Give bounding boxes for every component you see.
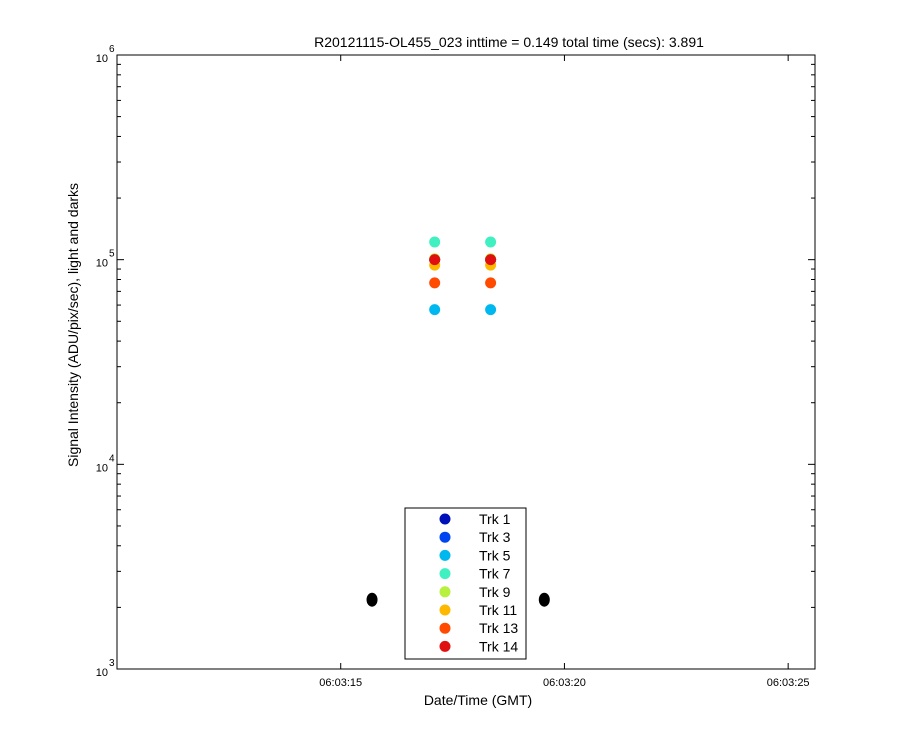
legend-label: Trk 3 <box>479 529 511 545</box>
data-point-trk-7 <box>485 236 497 248</box>
legend-label: Trk 11 <box>479 602 517 618</box>
data-point-trk-13 <box>429 277 441 289</box>
legend-marker <box>439 531 451 543</box>
legend-label: Trk 5 <box>479 547 511 563</box>
legend: Trk 1 Trk 3 Trk 5 Trk 7 Trk 9 Trk 11 Trk 13 Trk… <box>404 507 527 660</box>
y-tick-base: 10 <box>96 462 108 474</box>
y-tick-base: 10 <box>96 53 108 65</box>
legend-label: Trk 14 <box>479 638 518 654</box>
legend-marker <box>439 586 451 598</box>
y-tick-base: 10 <box>96 258 108 270</box>
legend-label: Trk 9 <box>479 584 511 600</box>
legend-marker <box>439 604 451 616</box>
data-point-trk-13 <box>485 277 497 289</box>
legend-label: Trk 7 <box>479 566 511 582</box>
legend-label: Trk 1 <box>479 511 511 527</box>
data-point-trk-5 <box>429 304 441 316</box>
y-tick-exponent: 4 <box>109 453 115 464</box>
legend-marker <box>439 640 451 652</box>
x-tick-labels: 06:03:15 06:03:20 06:03:25 <box>319 677 809 689</box>
data-point-trk-14 <box>429 254 441 266</box>
dark-point <box>366 592 378 607</box>
chart-title: R20121115-OL455_023 inttime = 0.149 tota… <box>314 34 704 50</box>
y-axis-label: Signal Intensity (ADU/pix/sec), light an… <box>65 183 81 467</box>
axis-ticks <box>117 54 815 670</box>
x-tick-label: 06:03:25 <box>767 677 810 689</box>
legend-box <box>404 507 527 660</box>
y-tick-base: 10 <box>96 667 108 679</box>
legend-label: Trk 13 <box>479 620 518 636</box>
data-point-trk-7 <box>429 236 441 248</box>
y-tick-exponent: 5 <box>109 249 115 260</box>
data-point-trk-14 <box>485 254 497 266</box>
data-points <box>366 236 550 607</box>
y-tick-exponent: 3 <box>109 658 115 669</box>
x-axis-label: Date/Time (GMT) <box>424 692 532 708</box>
x-tick-label: 06:03:15 <box>319 677 362 689</box>
legend-marker <box>439 568 451 580</box>
data-point-trk-5 <box>485 304 497 316</box>
legend-marker <box>439 622 451 634</box>
x-tick-label: 06:03:20 <box>543 677 586 689</box>
y-tick-exponent: 6 <box>109 44 115 55</box>
dark-point <box>538 592 550 607</box>
legend-marker <box>439 513 451 525</box>
legend-marker <box>439 549 451 561</box>
